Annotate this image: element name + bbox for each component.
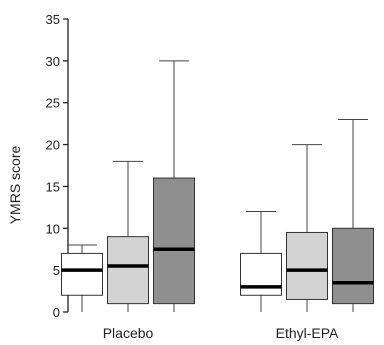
box-ethyl-epa-2: [286, 144, 328, 312]
iqr-box: [286, 231, 328, 300]
y-axis: 0 5 10 15 20 25 30 35: [46, 12, 69, 320]
y-tick-label-15: 15: [46, 179, 60, 194]
y-axis-title: YMRS score: [7, 146, 23, 225]
y-tick-label-10: 10: [46, 221, 60, 236]
iqr-box: [332, 227, 374, 305]
y-tick-label-35: 35: [46, 12, 60, 27]
y-tick-label-0: 0: [53, 305, 60, 320]
y-tick-label-20: 20: [46, 138, 60, 153]
boxes: [61, 60, 374, 312]
y-tick-label-30: 30: [46, 54, 60, 69]
box-ethyl-epa-1: [240, 211, 282, 312]
box-placebo-2: [107, 160, 149, 312]
x-label-placebo: Placebo: [103, 325, 154, 341]
y-tick-label-25: 25: [46, 96, 60, 111]
box-placebo-1: [61, 244, 103, 312]
iqr-box: [153, 177, 195, 305]
y-tick-label-5: 5: [53, 263, 60, 278]
box-ethyl-epa-3: [332, 118, 374, 312]
box-placebo-3: [153, 60, 195, 312]
iqr-box: [240, 252, 282, 296]
x-label-ethyl-epa: Ethyl-EPA: [276, 325, 339, 341]
iqr-box: [61, 252, 103, 296]
x-axis-labels: Placebo Ethyl-EPA: [103, 325, 339, 341]
iqr-box: [107, 236, 149, 305]
